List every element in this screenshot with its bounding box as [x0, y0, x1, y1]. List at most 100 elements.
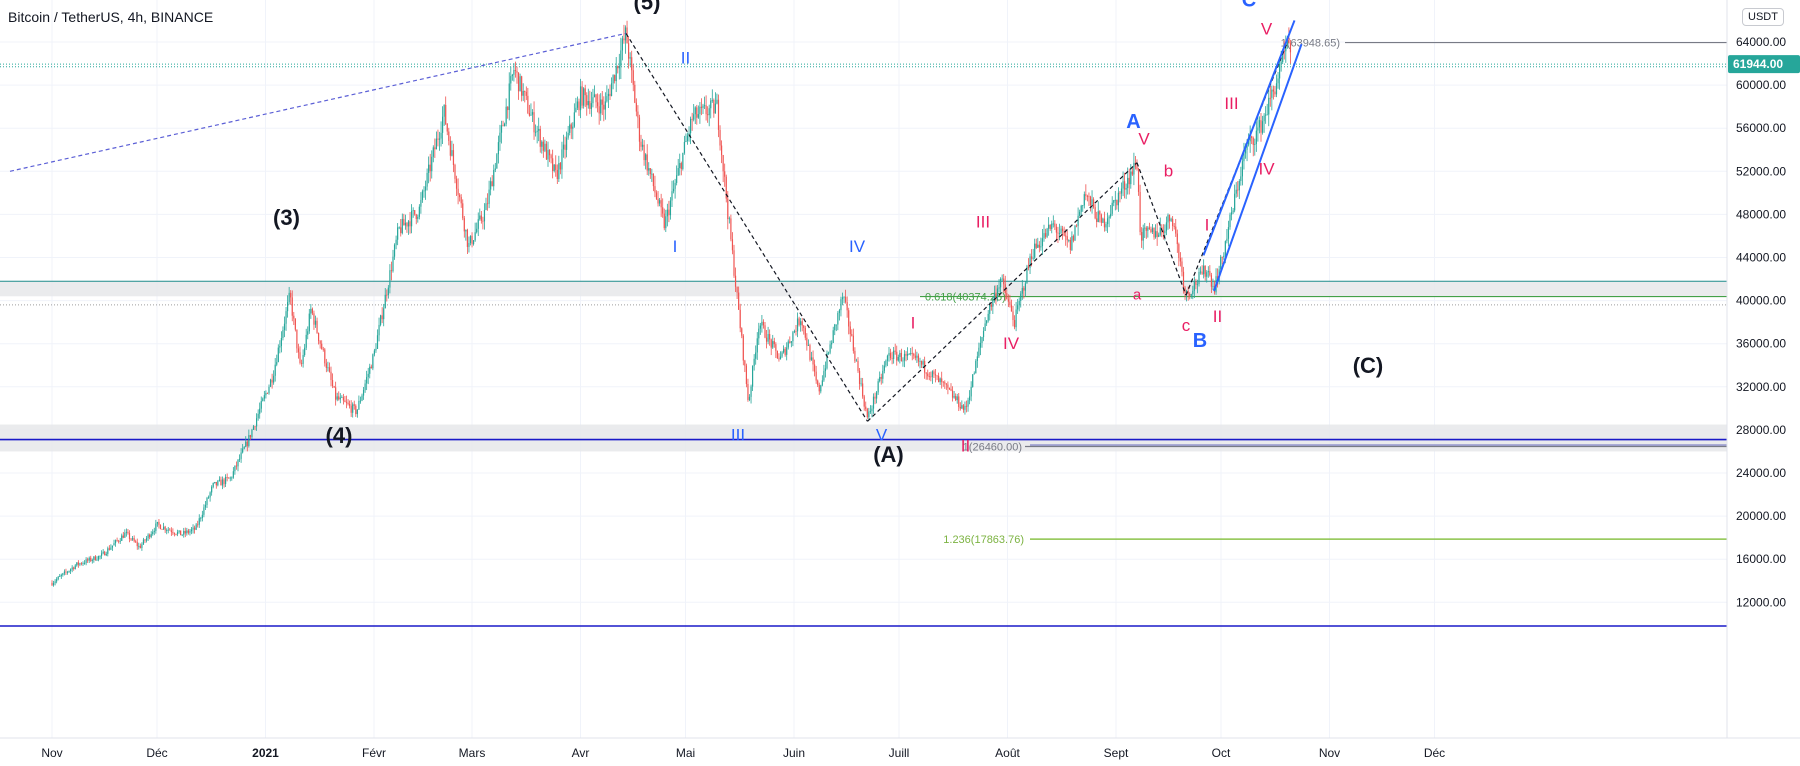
- candle-body: [996, 288, 999, 298]
- candle-body: [355, 405, 357, 415]
- candle-body: [858, 370, 861, 384]
- candle-body: [1071, 236, 1073, 250]
- price-tick-label: 24000.00: [1736, 466, 1786, 480]
- candle-body: [1046, 228, 1048, 237]
- candle-body: [845, 296, 847, 303]
- candle-body: [1190, 294, 1192, 296]
- candle-body: [939, 378, 941, 383]
- candle-body: [66, 571, 69, 573]
- candle-body: [535, 131, 537, 133]
- candle-body: [693, 114, 695, 120]
- candle-body: [1150, 229, 1152, 233]
- candle-body: [448, 131, 450, 141]
- candle-body: [705, 105, 707, 115]
- candle-body: [1082, 205, 1084, 207]
- candle-body: [85, 559, 87, 564]
- candle-body: [118, 540, 120, 542]
- candle-body: [451, 150, 453, 156]
- candle-body: [249, 435, 251, 438]
- candle-body: [486, 203, 489, 205]
- candle-body: [575, 107, 577, 113]
- candle-body: [438, 138, 441, 140]
- candle-body: [65, 571, 67, 573]
- candle-body: [101, 553, 103, 556]
- candle-body: [1009, 301, 1011, 306]
- candle-body: [792, 332, 794, 342]
- candle-body: [824, 368, 827, 372]
- candle-body: [1063, 231, 1065, 236]
- candle-body: [1000, 278, 1002, 288]
- candle-body: [657, 198, 659, 204]
- candle-body: [888, 352, 890, 356]
- fib-1-top-label: 1(63948.65): [1281, 38, 1340, 50]
- candle-body: [299, 352, 301, 363]
- candle-body: [170, 530, 172, 533]
- candle-body: [972, 374, 974, 387]
- time-tick-label: Août: [995, 746, 1020, 760]
- candle-body: [1060, 228, 1062, 234]
- currency-unit-button[interactable]: USDT: [1742, 8, 1784, 26]
- candle-body: [339, 397, 341, 400]
- candle-body: [266, 392, 269, 394]
- candle-body: [1226, 238, 1228, 242]
- candle-body: [465, 229, 467, 232]
- candle-body: [243, 446, 245, 449]
- candle-body: [1164, 230, 1166, 234]
- time-tick-label: Déc: [1424, 746, 1445, 760]
- time-tick-label: Juill: [889, 746, 910, 760]
- channel-upper: [1202, 20, 1296, 256]
- candle-body: [683, 141, 685, 153]
- candle-body: [51, 582, 53, 586]
- candle-body: [279, 346, 281, 348]
- candle-body: [942, 381, 944, 383]
- candle-body: [982, 330, 985, 338]
- candle-body: [1175, 226, 1177, 234]
- candle-body: [685, 140, 687, 142]
- price-tick-label: 12000.00: [1736, 595, 1786, 609]
- candle-body: [748, 396, 751, 400]
- candle-body: [412, 210, 414, 211]
- candle-body: [373, 350, 375, 355]
- candle-body: [1182, 271, 1185, 288]
- wave-label: I: [911, 314, 916, 333]
- candle-body: [790, 341, 792, 343]
- candle-body: [280, 337, 282, 347]
- candle-body: [1100, 214, 1102, 223]
- candle-body: [566, 137, 568, 150]
- candle-body: [539, 128, 541, 147]
- candle-body: [519, 76, 521, 92]
- candle-body: [251, 429, 253, 438]
- candle-body: [1010, 305, 1013, 312]
- candle-body: [1013, 320, 1016, 328]
- price-tick-label: 56000.00: [1736, 121, 1786, 135]
- candle-body: [676, 175, 678, 183]
- candle-body: [155, 523, 157, 531]
- candle-body: [1275, 83, 1278, 95]
- candle-body: [967, 400, 969, 407]
- candle-body: [654, 186, 656, 193]
- candle-body: [228, 477, 230, 479]
- candle-body: [271, 379, 273, 383]
- candle-body: [156, 521, 158, 524]
- candle-body: [192, 527, 194, 530]
- candle-body: [652, 173, 654, 187]
- candle-body: [548, 149, 551, 156]
- candle-body: [462, 203, 464, 219]
- candle-body: [342, 397, 344, 401]
- candle-body: [57, 576, 59, 580]
- candle-body: [891, 358, 893, 359]
- candle-body: [294, 318, 296, 330]
- candle-body: [1277, 78, 1279, 84]
- candle-body: [189, 531, 191, 533]
- candle-body: [429, 164, 431, 172]
- candle-body: [587, 101, 589, 106]
- candle-body: [1241, 161, 1243, 177]
- candle-body: [1199, 271, 1202, 273]
- candle-body: [1209, 271, 1211, 276]
- candle-body: [728, 218, 730, 220]
- candle-body: [1142, 228, 1144, 241]
- wave-label: V: [1138, 129, 1150, 148]
- candle-body: [420, 199, 422, 207]
- candle-body: [978, 347, 980, 357]
